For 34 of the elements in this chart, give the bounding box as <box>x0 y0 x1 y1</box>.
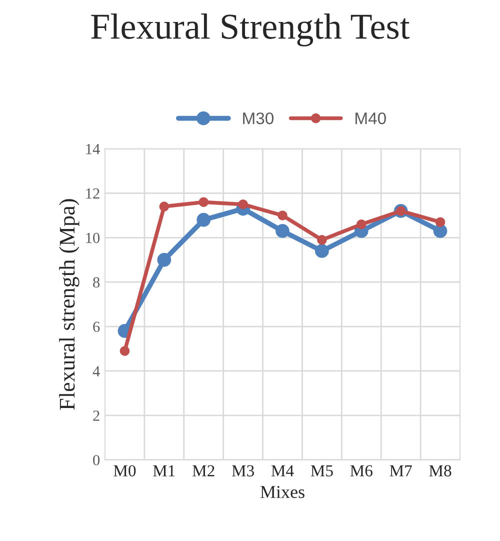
x-tick-label: M3 <box>232 465 254 476</box>
legend-label: M40 <box>356 112 386 124</box>
y-tick-label: 0 <box>93 454 100 466</box>
point <box>159 202 170 212</box>
point <box>276 224 290 238</box>
point <box>317 235 327 245</box>
y-tick-label: 14 <box>86 144 100 154</box>
point <box>120 346 130 356</box>
point <box>157 252 172 267</box>
y-tick-label: 12 <box>86 188 100 199</box>
point <box>238 199 248 210</box>
point <box>435 217 446 227</box>
y-tick-label: 2 <box>93 410 100 421</box>
y-tick-label: 8 <box>93 277 100 288</box>
x-tick-label: M2 <box>192 465 214 476</box>
y-tick-label: 4 <box>92 366 100 376</box>
y-axis-title: Flexural strength (Mpa) <box>59 199 80 410</box>
y-tick-label: 6 <box>93 322 100 332</box>
x-tick-label: M7 <box>390 465 412 476</box>
point <box>315 244 329 258</box>
x-tick-label: M6 <box>350 465 372 476</box>
chart-title: Flexural Strength Test <box>91 14 410 46</box>
point <box>356 219 366 230</box>
x-axis-title: Mixes <box>260 486 304 498</box>
x-tick-label: M5 <box>310 465 333 476</box>
x-tick-label: M1 <box>153 465 175 476</box>
y-tick-label: 10 <box>86 232 100 244</box>
x-tick-label: M0 <box>114 465 136 476</box>
point <box>278 210 288 220</box>
legend-label: M30 <box>243 112 274 124</box>
x-tick-label: M8 <box>429 465 452 476</box>
x-tick-label: M4 <box>271 465 294 476</box>
point <box>198 197 208 207</box>
point <box>196 212 211 227</box>
